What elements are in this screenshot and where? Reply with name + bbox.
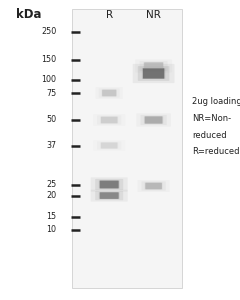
FancyBboxPatch shape — [102, 90, 116, 96]
Text: 100: 100 — [41, 75, 56, 84]
FancyBboxPatch shape — [100, 192, 119, 199]
FancyBboxPatch shape — [143, 68, 164, 79]
FancyBboxPatch shape — [95, 179, 123, 190]
Text: R: R — [106, 11, 113, 20]
FancyBboxPatch shape — [91, 190, 128, 202]
Text: R=reduced: R=reduced — [192, 147, 240, 156]
FancyBboxPatch shape — [99, 88, 120, 98]
FancyBboxPatch shape — [93, 114, 125, 126]
FancyBboxPatch shape — [100, 116, 118, 124]
FancyBboxPatch shape — [141, 115, 167, 125]
FancyBboxPatch shape — [101, 117, 118, 123]
FancyBboxPatch shape — [101, 142, 118, 148]
FancyBboxPatch shape — [95, 191, 123, 200]
FancyBboxPatch shape — [96, 87, 123, 99]
Bar — [72, 9, 182, 288]
Text: 37: 37 — [46, 141, 56, 150]
Text: 10: 10 — [46, 225, 56, 234]
FancyBboxPatch shape — [143, 62, 164, 70]
FancyBboxPatch shape — [135, 59, 172, 73]
Text: NR=Non-: NR=Non- — [192, 114, 231, 123]
FancyBboxPatch shape — [97, 141, 121, 150]
Text: 25: 25 — [46, 180, 56, 189]
Text: 250: 250 — [41, 27, 56, 36]
FancyBboxPatch shape — [145, 183, 162, 189]
FancyBboxPatch shape — [133, 64, 174, 83]
Text: 20: 20 — [46, 191, 56, 200]
FancyBboxPatch shape — [99, 192, 120, 199]
FancyBboxPatch shape — [99, 180, 120, 189]
FancyBboxPatch shape — [100, 142, 118, 149]
FancyBboxPatch shape — [97, 115, 121, 125]
FancyBboxPatch shape — [142, 68, 165, 79]
FancyBboxPatch shape — [136, 113, 171, 127]
FancyBboxPatch shape — [138, 66, 169, 81]
FancyBboxPatch shape — [91, 177, 128, 192]
Text: NR: NR — [146, 11, 161, 20]
FancyBboxPatch shape — [144, 182, 163, 190]
FancyBboxPatch shape — [141, 181, 166, 191]
FancyBboxPatch shape — [100, 181, 119, 188]
Text: 50: 50 — [46, 116, 56, 124]
FancyBboxPatch shape — [138, 180, 170, 192]
FancyBboxPatch shape — [140, 61, 168, 71]
Text: 75: 75 — [46, 88, 56, 98]
FancyBboxPatch shape — [145, 116, 162, 124]
FancyBboxPatch shape — [102, 89, 117, 97]
Text: 150: 150 — [41, 56, 56, 64]
Text: kDa: kDa — [16, 8, 42, 20]
Text: reduced: reduced — [192, 130, 227, 140]
FancyBboxPatch shape — [93, 140, 125, 151]
Text: 15: 15 — [46, 212, 56, 221]
FancyBboxPatch shape — [144, 62, 163, 70]
FancyBboxPatch shape — [144, 116, 163, 124]
Text: 2ug loading: 2ug loading — [192, 98, 240, 106]
